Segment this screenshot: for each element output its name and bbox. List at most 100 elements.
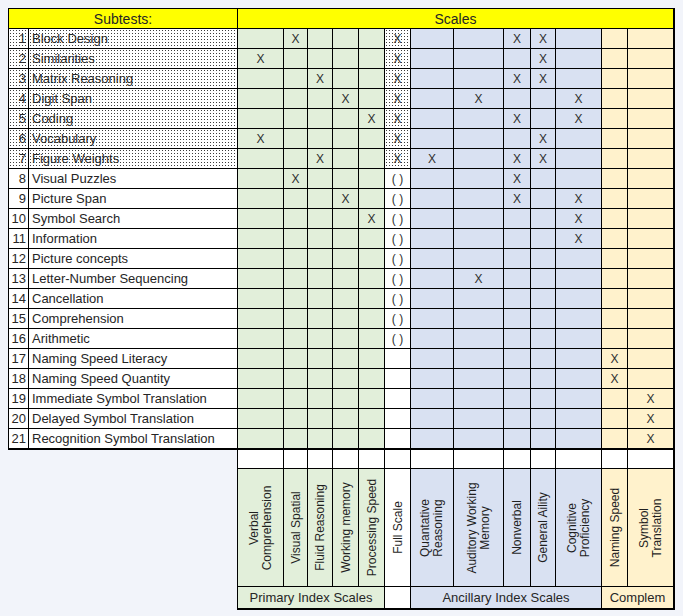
x-mark-cell-fs: X xyxy=(385,149,411,169)
mark-cell-vc xyxy=(238,309,284,329)
mark-cell-awm xyxy=(454,309,504,329)
row-number: 16 xyxy=(9,329,29,349)
scale-column-label-cell-fs: Full Scale xyxy=(385,469,411,587)
mark-cell-vs xyxy=(284,129,308,149)
scales-header: Scales xyxy=(238,9,674,29)
mark-cell-qr xyxy=(411,329,454,349)
mark-cell-awm xyxy=(454,409,504,429)
mark-cell-cp xyxy=(556,309,602,329)
mark-cell-cp xyxy=(556,289,602,309)
mark-cell-awm xyxy=(454,349,504,369)
mark-cell-vc xyxy=(238,249,284,269)
subtest-name: Visual Puzzles xyxy=(29,169,238,189)
mark-cell-st xyxy=(628,49,674,69)
scale-column-label: Visual Spatial xyxy=(289,472,302,584)
mark-cell-awm xyxy=(454,429,504,449)
x-mark-cell-vs: X xyxy=(284,169,308,189)
mark-cell-vc xyxy=(238,289,284,309)
mark-cell-vs xyxy=(284,49,308,69)
mark-cell-qr xyxy=(411,189,454,209)
mark-cell-nv xyxy=(504,289,531,309)
mark-cell-fr xyxy=(308,309,333,329)
mark-cell-awm xyxy=(454,29,504,49)
scale-column-label-cell-st: SymbolTranslation xyxy=(628,469,674,587)
mark-cell-awm xyxy=(454,329,504,349)
mark-cell-cp xyxy=(556,369,602,389)
scale-column-label-cell-ga: General Aility xyxy=(531,469,556,587)
scale-column-label: Working memory xyxy=(339,472,352,584)
mark-cell-ga xyxy=(531,289,556,309)
mark-cell-vs xyxy=(284,369,308,389)
mark-cell-awm xyxy=(454,149,504,169)
mark-cell-qr xyxy=(411,409,454,429)
mark-cell-ga xyxy=(531,229,556,249)
mark-cell-wm xyxy=(333,369,359,389)
mark-cell-nv xyxy=(504,129,531,149)
x-mark-cell-ns: X xyxy=(602,349,628,369)
row-number: 10 xyxy=(9,209,29,229)
mark-cell-ga xyxy=(531,329,556,349)
x-mark-cell-st: X xyxy=(628,389,674,409)
mark-cell-st xyxy=(628,249,674,269)
mark-cell-vc xyxy=(238,189,284,209)
x-mark-cell-nv: X xyxy=(504,69,531,89)
mark-cell-st xyxy=(628,129,674,149)
mark-cell-vs xyxy=(284,229,308,249)
mark-cell-ga xyxy=(531,369,556,389)
mark-cell-st xyxy=(628,309,674,329)
mark-cell-cp xyxy=(556,69,602,89)
mark-cell-ns xyxy=(602,269,628,289)
mark-cell-ps xyxy=(359,429,385,449)
mark-cell-ga xyxy=(531,389,556,409)
subtest-name: Arithmetic xyxy=(29,329,238,349)
spacer-cell xyxy=(411,450,454,469)
mark-cell-ga xyxy=(531,309,556,329)
spacer-cell xyxy=(531,450,556,469)
mark-cell-vc xyxy=(238,109,284,129)
mark-cell-vs xyxy=(284,109,308,129)
mark-cell-fs: ( ) xyxy=(385,249,411,269)
mark-cell-ga xyxy=(531,409,556,429)
mark-cell-vs xyxy=(284,309,308,329)
mark-cell-qr xyxy=(411,369,454,389)
mark-cell-st xyxy=(628,269,674,289)
row-number: 8 xyxy=(9,169,29,189)
subtest-name: Figure Weights xyxy=(29,149,238,169)
scale-column-label-cell-ps: Processing Speed xyxy=(359,469,385,587)
mark-cell-vs xyxy=(284,249,308,269)
mark-cell-st xyxy=(628,329,674,349)
mark-cell-nv xyxy=(504,309,531,329)
scale-column-label: QuantativeReasoning xyxy=(419,472,445,584)
mark-cell-ns xyxy=(602,249,628,269)
mark-cell-fr xyxy=(308,89,333,109)
mark-cell-fr xyxy=(308,329,333,349)
mark-cell-cp xyxy=(556,129,602,149)
scale-group-label-primary: Primary Index Scales xyxy=(238,587,385,609)
row-number: 14 xyxy=(9,289,29,309)
mark-cell-vc xyxy=(238,429,284,449)
mark-cell-ns xyxy=(602,409,628,429)
spacer-cell xyxy=(454,450,504,469)
mark-cell-fs xyxy=(385,369,411,389)
mark-cell-nv xyxy=(504,229,531,249)
mark-cell-ps xyxy=(359,249,385,269)
scale-column-label: Full Scale xyxy=(391,472,404,584)
mark-cell-ga xyxy=(531,349,556,369)
mark-cell-fs: ( ) xyxy=(385,269,411,289)
mark-cell-ns xyxy=(602,289,628,309)
mark-cell-cp xyxy=(556,249,602,269)
mark-cell-fr xyxy=(308,189,333,209)
row-number: 6 xyxy=(9,129,29,149)
mark-cell-fr xyxy=(308,389,333,409)
scale-column-label: Processing Speed xyxy=(365,472,378,584)
mark-cell-cp xyxy=(556,429,602,449)
mark-cell-fr xyxy=(308,109,333,129)
mark-cell-fr xyxy=(308,269,333,289)
mark-cell-wm xyxy=(333,409,359,429)
subtest-name: Delayed Symbol Translation xyxy=(29,409,238,429)
x-mark-cell-fs: X xyxy=(385,69,411,89)
mark-cell-nv xyxy=(504,249,531,269)
x-mark-cell-ga: X xyxy=(531,149,556,169)
mark-cell-qr xyxy=(411,309,454,329)
mark-cell-vc xyxy=(238,149,284,169)
